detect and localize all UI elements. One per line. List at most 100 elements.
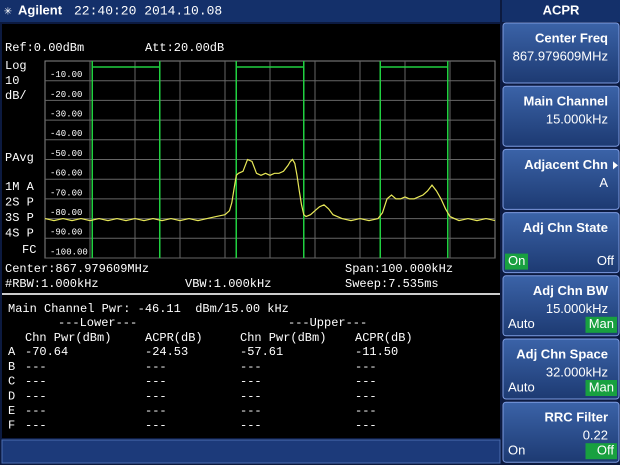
y-tick-label: -10.00: [50, 70, 82, 80]
brand: Agilent: [18, 2, 63, 17]
cell: ---: [145, 419, 167, 433]
cell: ---: [355, 375, 377, 389]
cell: ---: [240, 404, 262, 418]
cell: ---: [240, 419, 262, 433]
cell: ---: [25, 404, 47, 418]
y-tick-label: -20.00: [50, 90, 82, 100]
span: Span:100.000kHz: [345, 262, 453, 276]
softkey-value: 15.000kHz: [546, 112, 608, 127]
softkey[interactable]: RRC Filter 0.22 On Off: [502, 401, 620, 463]
softkey-title: Main Channel: [523, 94, 608, 109]
softkey[interactable]: Adj Chn BW 15.000kHz Auto Man: [502, 275, 620, 337]
softkey-body: [502, 22, 620, 84]
softkey-option: Off: [597, 443, 614, 458]
softkey-option: Man: [589, 316, 614, 331]
softkey-option: Off: [597, 253, 614, 268]
trace-label: 3S P: [5, 211, 34, 225]
upper-heading: ---Upper---: [288, 316, 367, 330]
cell: ---: [25, 389, 47, 403]
option-highlight: [585, 380, 617, 396]
softkey-option: Auto: [508, 316, 535, 331]
cell: -70.64: [25, 345, 68, 359]
y-tick-label: -50.00: [50, 149, 82, 159]
sweep: Sweep:7.535ms: [345, 277, 439, 291]
y-tick-label: -30.00: [50, 109, 82, 119]
softkey-body: [502, 148, 620, 210]
option-highlight: [505, 253, 528, 270]
column-header: ACPR(dB): [355, 331, 413, 345]
trace-label: 4S P: [5, 227, 34, 241]
status-bar: [1, 439, 501, 464]
y-tick-label: -90.00: [50, 228, 82, 238]
softkey-title: Adj Chn State: [523, 220, 608, 235]
softkey[interactable]: Adj Chn State On Off: [502, 212, 620, 274]
softkey-value: 32.000kHz: [546, 364, 608, 379]
rbw: #RBW:1.000kHz: [5, 277, 99, 291]
softkey-title: Adj Chn Space: [516, 346, 608, 361]
y-tick-label: -40.00: [50, 129, 82, 139]
cell: ---: [25, 360, 47, 374]
ref-level: Ref:0.00dBm: [5, 41, 84, 55]
cell: ---: [145, 389, 167, 403]
plot: -10.00 -20.00 -30.00 -40.00 -50.00 -60.00 -70.…: [44, 61, 496, 259]
cell: ---: [240, 389, 262, 403]
cell: -24.53: [145, 345, 188, 359]
option-highlight: [585, 443, 617, 460]
cell: ---: [355, 389, 377, 403]
main-channel-power: Main Channel Pwr: -46.11 dBm/15.00 kHz: [8, 302, 289, 316]
softkey-title: RRC Filter: [544, 410, 608, 425]
softkey[interactable]: Adj Chn Space 32.000kHz Auto Man: [502, 338, 620, 400]
softkey-option: On: [508, 253, 525, 268]
row-label: E: [8, 404, 15, 418]
display: [2, 24, 500, 438]
row-label: D: [8, 389, 15, 403]
detector: PAvg: [5, 151, 34, 165]
cell: ---: [145, 360, 167, 374]
row-label: A: [8, 345, 16, 359]
cell: ---: [145, 404, 167, 418]
softkey-title: Center Freq: [535, 30, 608, 45]
vbw: VBW:1.000kHz: [185, 277, 271, 291]
results-table: Chn Pwr(dBm) ACPR(dB) Chn Pwr(dBm) ACPR(dB)…: [8, 331, 413, 433]
mode-title: ACPR: [543, 2, 580, 17]
mode-bar: [502, 0, 620, 22]
column-header: ACPR(dB): [145, 331, 203, 345]
softkey[interactable]: Main Channel 15.000kHz: [502, 85, 620, 147]
row-label: B: [8, 360, 15, 374]
cell: ---: [145, 375, 167, 389]
trace: [44, 158, 496, 222]
cell: ---: [240, 360, 262, 374]
softkey-body: [502, 85, 620, 147]
softkey-title: Adj Chn BW: [533, 283, 609, 298]
scale-unit: dB/: [5, 89, 27, 103]
y-tick-label: -100.00: [50, 247, 88, 257]
cell: -57.61: [240, 345, 283, 359]
cell: ---: [25, 375, 47, 389]
softkey-option: Auto: [508, 379, 535, 394]
submenu-arrow: [613, 161, 618, 170]
scale-value: 10: [5, 74, 19, 88]
softkey-option: Man: [589, 379, 614, 394]
softkey[interactable]: Center Freq 867.979609MHz: [502, 22, 620, 84]
softkey-value: 867.979609MHz: [513, 48, 608, 63]
datetime: 22:40:20 2014.10.08: [74, 3, 222, 18]
softkey-body: [502, 212, 620, 274]
scale-type: Log: [5, 59, 27, 73]
option-highlight: [585, 316, 617, 333]
softkey-option: On: [508, 443, 525, 458]
y-tick-label: -60.00: [50, 169, 82, 179]
row-label: C: [8, 375, 15, 389]
cell: ---: [355, 360, 377, 374]
lower-heading: ---Lower---: [58, 316, 137, 330]
softkey-value: 15.000kHz: [546, 301, 608, 316]
center-freq: Center:867.979609MHz: [5, 262, 149, 276]
softkey-value: A: [599, 175, 608, 190]
softkey-value: 0.22: [583, 428, 608, 443]
softkey[interactable]: Adjacent Chn A: [502, 148, 620, 210]
column-header: Chn Pwr(dBm): [25, 331, 111, 345]
header-bar: [0, 0, 500, 22]
trace-label: 2S P: [5, 196, 34, 210]
cell: -11.50: [355, 345, 398, 359]
